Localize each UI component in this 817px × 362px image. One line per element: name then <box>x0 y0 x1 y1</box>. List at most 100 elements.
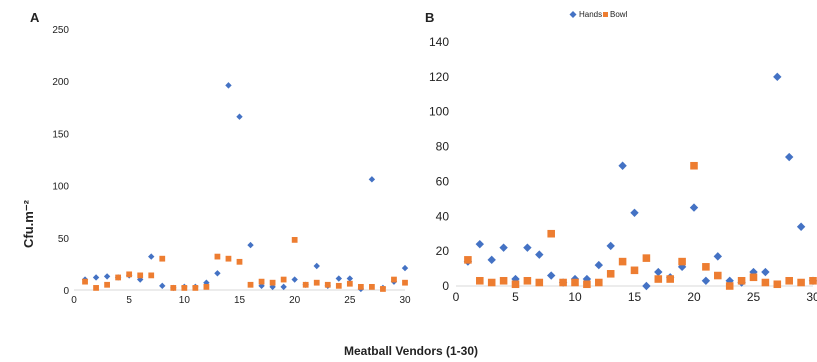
panel-b-hands-point <box>773 72 782 82</box>
panel-b-bowl-point <box>618 257 627 266</box>
panel-a-plot: 0 5 10 15 20 25 30 0 50 100 150 200 250 <box>52 25 411 306</box>
panel-b-bowl-point <box>487 278 496 287</box>
legend-bowl-label: Bowl <box>610 10 628 19</box>
panel-a-y-tick-label: 0 <box>63 286 69 297</box>
panel-a-x-tick-label: 5 <box>126 295 132 306</box>
panel-a-bowl-point <box>369 283 375 290</box>
panel-b-bowl-point <box>690 161 698 170</box>
panel-a-bowl-point <box>181 285 188 291</box>
panel-a-y-tick-label: 250 <box>52 25 69 36</box>
panel-a-bowl-point <box>115 274 122 281</box>
panel-b-hands-point <box>487 255 496 265</box>
panel-b-y-tick-label: 60 <box>436 174 450 188</box>
panel-a-hands-point <box>280 283 287 291</box>
panel-b-bowl-point <box>797 278 805 287</box>
panel-b-plot: 0 5 10 15 20 25 30 0 20 40 60 80 100 120 140 <box>429 35 817 304</box>
panel-a-bowl-point <box>192 285 199 291</box>
panel-b-y-tick-label: 40 <box>436 209 450 223</box>
panel-b-hands-point <box>642 281 651 291</box>
panel-a-bowl-point <box>82 278 88 285</box>
panel-b-bowl-point <box>714 271 722 280</box>
panel-a-bowl-point <box>148 272 155 279</box>
panel-b-bowl-point <box>559 278 567 287</box>
panel-a-hands-point <box>236 113 243 120</box>
panel-a-bowl-point <box>324 281 331 288</box>
panel-b-bowl-point <box>678 257 686 266</box>
panel-b-bowl-point <box>547 229 555 238</box>
legend: Hands Bowl <box>569 10 628 19</box>
panel-b-bowl-point <box>642 254 651 262</box>
panel-a-x-tick-label: 20 <box>289 295 301 306</box>
panel-a-hands-point <box>335 275 342 282</box>
panel-a-bowl-point <box>335 282 342 289</box>
panel-a-hands-point <box>368 176 376 183</box>
panel-b-hands-point <box>535 250 544 259</box>
panel-a-bowl-point <box>214 253 221 260</box>
panel-b-hands-point <box>547 271 556 280</box>
panel-b-x-tick-label: 15 <box>628 290 642 304</box>
panel-label-b: B <box>425 10 434 25</box>
panel-b-bowl-point <box>749 273 758 282</box>
panel-a-bowl-point <box>380 286 386 292</box>
panel-b-bowl-point <box>523 276 532 285</box>
panel-b-bowl-point <box>606 270 615 278</box>
panel-a-bowl-point <box>357 283 364 290</box>
panel-b-hands-point <box>654 267 663 277</box>
panel-a-hands-point <box>214 270 221 277</box>
panel-b-bowl-point <box>773 280 782 289</box>
panel-b-x-tick-label: 10 <box>568 290 582 304</box>
panel-b-bowl-point <box>725 282 734 290</box>
panel-a-bowl-point <box>104 281 110 288</box>
panel-b-bowl-point <box>666 275 674 283</box>
panel-b-bowl-point <box>571 278 579 287</box>
panel-b-bowl-point <box>464 256 472 264</box>
panel-a-hands-point <box>225 82 232 89</box>
panel-b-hands-point <box>630 208 639 217</box>
panel-a-x-tick-label: 15 <box>234 295 246 306</box>
panel-a-x-tick-label: 10 <box>179 295 191 306</box>
panel-a-bowl-point <box>93 285 99 291</box>
panel-b-hands-point <box>523 243 532 252</box>
panel-a-y-tick-label: 200 <box>52 77 69 88</box>
panel-b-y-tick-label: 80 <box>436 140 450 154</box>
panel-b-bowl-point <box>737 276 746 285</box>
legend-hands-marker <box>569 11 577 18</box>
panel-a-bowl-point <box>302 281 309 288</box>
panel-a-x-tick-label: 0 <box>71 295 77 306</box>
panel-b-hands-point <box>594 260 603 270</box>
panel-b-bowl-point <box>809 276 817 285</box>
panel-b-y-tick-label: 0 <box>442 279 449 293</box>
panel-b-bowl-point <box>595 278 603 287</box>
legend-bowl-marker <box>603 12 608 17</box>
panel-a-hands-point <box>159 282 166 290</box>
panel-a-bowl-point <box>313 279 320 286</box>
panel-b-bowl-point <box>654 275 663 283</box>
panel-b-x-tick-label: 5 <box>512 290 519 304</box>
panel-a-hands-point <box>346 275 354 282</box>
panel-b-x-tick-label: 30 <box>806 290 817 304</box>
panel-a-y-tick-label: 50 <box>58 234 70 245</box>
panel-b-y-tick-label: 120 <box>429 70 449 84</box>
panel-a-hands-point <box>401 264 409 272</box>
panel-b-hands-point <box>761 267 770 277</box>
panel-b-hands-point <box>618 161 627 170</box>
panel-b-hands-point <box>475 239 484 249</box>
panel-a-bowl-point <box>402 279 408 286</box>
panel-a-bowl-point <box>247 281 254 288</box>
panel-b-hands-point <box>689 203 699 212</box>
panel-a-bowl-point <box>159 255 166 262</box>
panel-b-bowl-point <box>583 280 591 289</box>
panel-a-bowl-point <box>291 237 298 243</box>
panel-a-bowl-point <box>137 272 144 279</box>
panel-b-bowl-point <box>476 276 484 285</box>
panel-a-x-tick-label: 25 <box>344 295 356 306</box>
panel-a-bowl-point <box>225 255 232 262</box>
panel-b-y-tick-label: 100 <box>429 105 449 119</box>
panel-a-bowl-point <box>391 276 397 283</box>
panel-b-hands-point <box>499 243 508 252</box>
panel-a-bowl-point <box>170 285 177 291</box>
panel-b-hands-point <box>785 152 794 162</box>
panel-b-bowl-point <box>535 278 544 287</box>
panel-a-bowl-point <box>236 258 243 265</box>
panel-b-hands-point <box>701 276 711 285</box>
